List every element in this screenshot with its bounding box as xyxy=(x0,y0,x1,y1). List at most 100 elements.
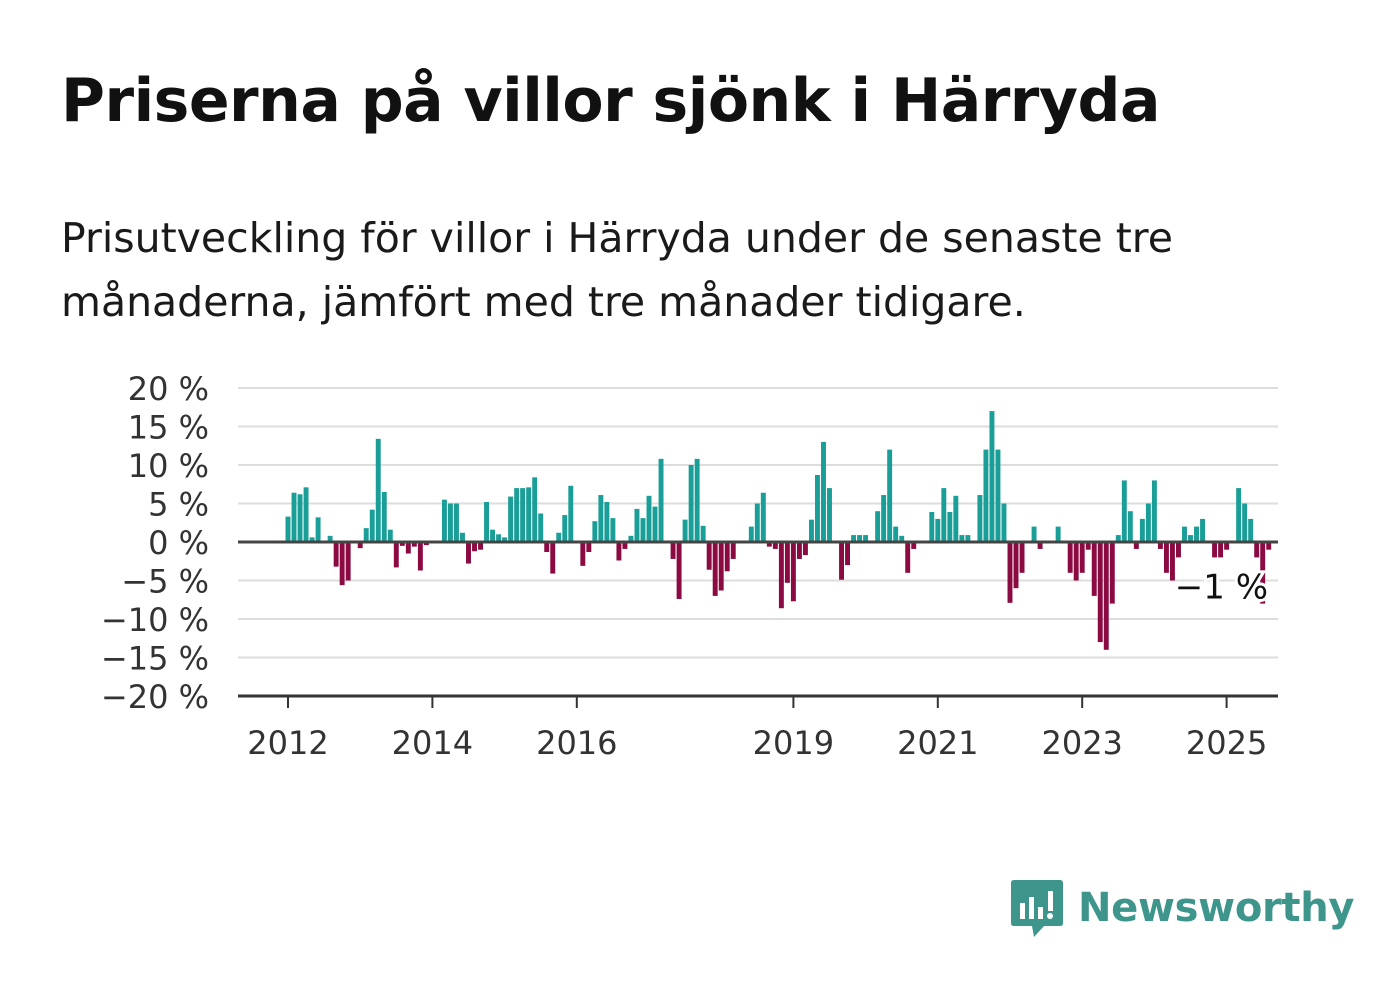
bar xyxy=(550,542,556,574)
bar xyxy=(1266,542,1272,550)
bar xyxy=(772,542,778,549)
bar xyxy=(1218,542,1224,558)
x-tick-label: 2025 xyxy=(1186,724,1267,762)
bar xyxy=(724,542,730,572)
bar xyxy=(670,542,676,559)
bar xyxy=(478,542,483,550)
bar xyxy=(447,503,453,542)
bar xyxy=(327,535,333,542)
bar xyxy=(1163,542,1169,573)
bar xyxy=(417,542,423,571)
bar xyxy=(1260,542,1266,604)
x-tick-label: 2023 xyxy=(1041,724,1122,762)
bar xyxy=(345,542,351,581)
bar xyxy=(1115,535,1121,542)
bar xyxy=(863,535,869,542)
y-axis-tick-labels: 20 %15 %10 %5 %0 %−5 %−10 %−15 %−20 % xyxy=(101,370,209,716)
bar xyxy=(1073,542,1079,581)
x-tick-label: 2016 xyxy=(536,724,617,762)
bar xyxy=(1103,542,1109,650)
bar xyxy=(851,535,857,542)
brand-logo: Newsworthy xyxy=(1010,877,1355,939)
chart-title: Priserna på villor sjönk i Härryda xyxy=(61,66,1160,136)
bar xyxy=(411,542,417,547)
y-tick-label: −5 % xyxy=(121,563,209,601)
bar xyxy=(1091,542,1097,596)
bar xyxy=(694,458,700,542)
bar xyxy=(688,465,694,542)
bar xyxy=(1079,542,1085,573)
bar xyxy=(333,542,339,567)
bar xyxy=(399,542,405,546)
bar-series xyxy=(285,411,1272,650)
bar xyxy=(291,492,297,542)
brand-name: Newsworthy xyxy=(1078,885,1355,931)
bar xyxy=(622,542,628,549)
bar xyxy=(387,529,393,542)
x-tick-label: 2014 xyxy=(392,724,473,762)
bar xyxy=(935,518,941,542)
bar xyxy=(580,542,586,566)
bar xyxy=(1248,518,1254,542)
bar xyxy=(556,532,562,542)
bar xyxy=(598,495,604,542)
bar xyxy=(1169,542,1175,581)
bar xyxy=(586,542,592,553)
bar xyxy=(460,532,465,542)
y-tick-label: −20 % xyxy=(101,678,209,716)
bar xyxy=(610,518,616,542)
bar xyxy=(1031,526,1037,542)
newsworthy-logo-icon xyxy=(1011,880,1063,937)
bar xyxy=(1127,511,1133,542)
bar xyxy=(760,492,766,542)
bar xyxy=(893,526,899,542)
bar xyxy=(592,521,598,542)
bar xyxy=(712,542,718,596)
bar xyxy=(995,449,1001,542)
bar xyxy=(1121,480,1127,542)
bar xyxy=(682,519,688,542)
bar xyxy=(718,542,724,591)
bar xyxy=(315,517,321,542)
bar xyxy=(676,542,682,599)
x-axis-tick-labels: 2012 2014 2016 2019 2021 2023 2025 xyxy=(247,696,1267,762)
bar xyxy=(538,513,544,542)
bar xyxy=(1182,526,1187,542)
bar xyxy=(634,508,640,542)
bar xyxy=(706,542,712,570)
y-tick-label: 5 % xyxy=(148,486,209,524)
bar xyxy=(821,441,826,542)
bar xyxy=(568,485,574,542)
bar xyxy=(899,535,905,542)
x-tick-label: 2021 xyxy=(897,724,978,762)
bar xyxy=(1212,542,1218,558)
bar xyxy=(857,535,863,542)
bar xyxy=(562,515,568,542)
y-tick-label: −10 % xyxy=(101,601,209,639)
x-tick-label: 2012 xyxy=(247,724,328,762)
bar xyxy=(1097,542,1103,643)
bar xyxy=(544,542,550,553)
bar xyxy=(754,503,760,542)
bar xyxy=(1001,503,1007,542)
y-tick-label: 0 % xyxy=(148,524,209,562)
bar xyxy=(1176,542,1181,558)
bar xyxy=(808,519,814,542)
bar xyxy=(905,542,911,573)
bar xyxy=(496,534,502,542)
bar xyxy=(640,518,646,542)
bar xyxy=(658,458,664,542)
bar xyxy=(875,511,881,542)
bar xyxy=(784,542,790,583)
bar xyxy=(766,542,772,547)
bar xyxy=(1194,526,1199,542)
bar xyxy=(1188,535,1193,542)
bar xyxy=(1242,503,1248,542)
bar xyxy=(508,496,514,542)
bar xyxy=(1007,542,1013,603)
bar xyxy=(375,438,381,542)
bar xyxy=(520,488,526,542)
y-tick-label: 10 % xyxy=(128,447,209,485)
bar xyxy=(1139,518,1145,542)
